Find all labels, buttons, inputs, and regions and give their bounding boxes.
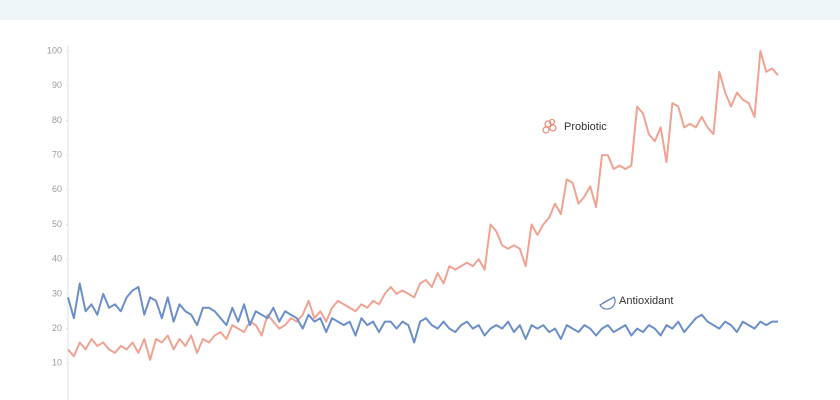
y-tick-label: 10 [52,358,62,368]
y-tick-label: 40 [52,254,62,264]
series-label: Antioxidant [619,295,673,307]
y-tick-label: 100 [47,45,62,55]
series-label: Probiotic [564,121,607,133]
series-line [67,50,779,361]
series-line [67,282,778,344]
y-tick-label: 60 [52,184,62,194]
y-tick-label: 50 [52,219,62,229]
antioxidant-icon [599,296,616,310]
probiotic-icon [542,118,557,134]
y-tick-label: 70 [52,149,62,159]
top-banner [0,0,840,20]
y-tick-label: 30 [52,288,62,298]
y-tick-label: 20 [52,323,62,333]
y-tick-label: 80 [52,115,62,125]
y-tick-label: 90 [52,80,62,90]
